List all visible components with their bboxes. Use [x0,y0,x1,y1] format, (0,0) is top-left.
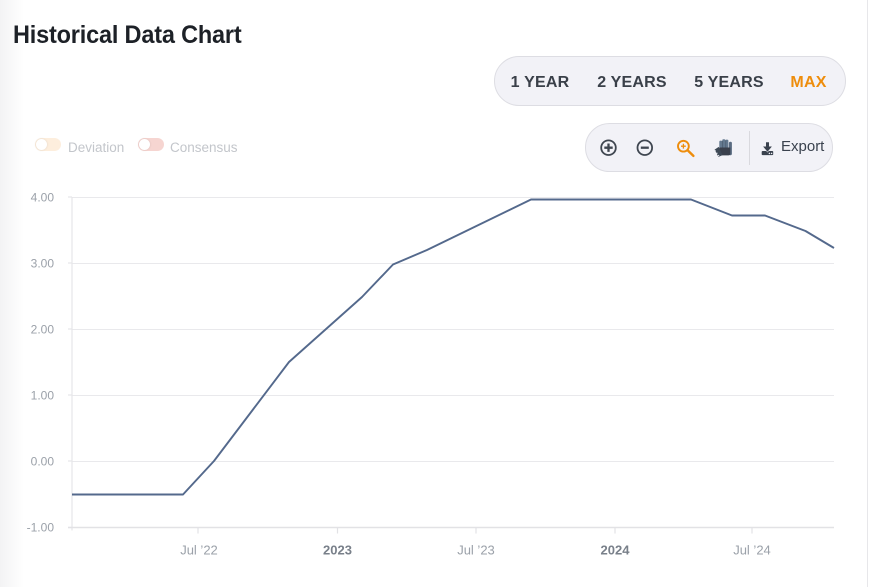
svg-text:-1.00: -1.00 [27,521,55,535]
svg-text:2024: 2024 [601,543,631,558]
svg-text:1.00: 1.00 [31,389,55,403]
svg-text:2023: 2023 [323,543,352,558]
svg-text:0.00: 0.00 [31,455,55,469]
svg-text:Jul ’23: Jul ’23 [457,543,495,558]
svg-text:2.00: 2.00 [31,323,55,337]
svg-text:3.00: 3.00 [31,257,55,271]
svg-text:Jul ’22: Jul ’22 [180,543,218,558]
svg-text:Jul ’24: Jul ’24 [733,543,771,558]
svg-text:4.00: 4.00 [31,191,55,205]
